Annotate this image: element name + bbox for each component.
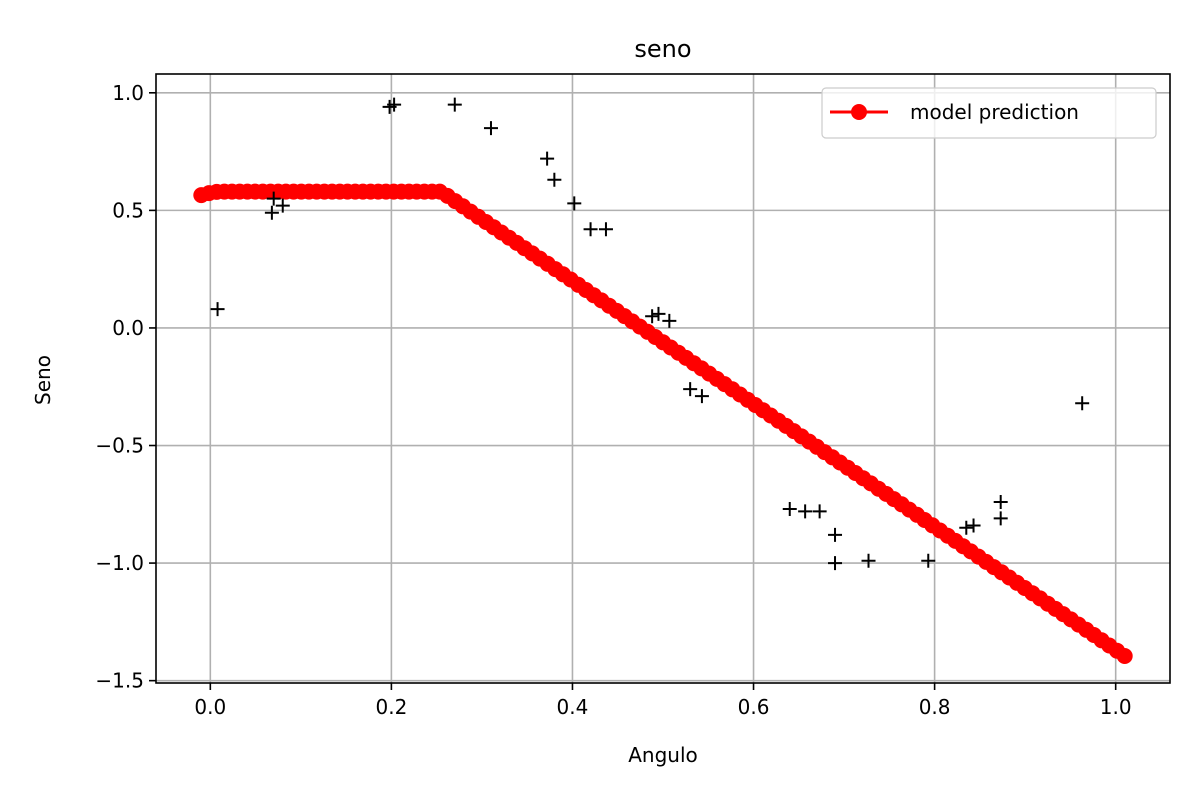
y-axis-ticks: −1.5 −1.0 −0.5 0.0 0.5 1.0: [95, 81, 156, 693]
sample-point: [540, 151, 555, 166]
x-axis-ticks: 0.0 0.2 0.4 0.6 0.8 1.0: [194, 683, 1132, 719]
sample-point: [993, 511, 1008, 526]
legend-marker: [851, 104, 867, 120]
sample-point: [812, 504, 827, 519]
model-prediction-point: [1116, 648, 1133, 664]
y-axis-label: Seno: [31, 355, 55, 405]
x-tick-label: 0.6: [738, 695, 770, 719]
sample-point: [583, 222, 598, 237]
x-axis-label: Angulo: [628, 743, 698, 767]
series-layer: [193, 97, 1133, 664]
sample-point: [266, 191, 281, 206]
sample-point: [861, 553, 876, 568]
grid: [156, 74, 1170, 683]
sample-point: [966, 518, 981, 533]
sample-point: [210, 302, 225, 317]
y-tick-label: −1.5: [95, 669, 144, 693]
y-tick-label: 1.0: [112, 81, 144, 105]
y-tick-label: 0.5: [112, 198, 144, 222]
chart-title: seno: [634, 35, 691, 63]
y-tick-label: −0.5: [95, 434, 144, 458]
sample-point: [828, 527, 843, 542]
sample-point: [828, 556, 843, 571]
sample-point: [993, 494, 1008, 509]
sample-point: [275, 198, 290, 213]
sample-point: [547, 172, 562, 187]
x-tick-label: 0.4: [557, 695, 589, 719]
y-tick-label: 0.0: [112, 316, 144, 340]
y-tick-label: −1.0: [95, 551, 144, 575]
x-tick-label: 1.0: [1100, 695, 1132, 719]
sample-point: [567, 196, 582, 211]
sample-point: [921, 553, 936, 568]
sample-point: [387, 97, 402, 112]
sample-point: [598, 222, 613, 237]
sample-point: [782, 502, 797, 516]
sample-point: [683, 382, 698, 397]
plot-frame: [155, 73, 1171, 684]
x-tick-label: 0.0: [194, 695, 226, 719]
sample-point: [651, 306, 666, 321]
sample-point: [959, 520, 974, 535]
legend: model prediction: [821, 87, 1157, 139]
sample-point: [694, 389, 709, 404]
legend-box: [821, 87, 1157, 139]
sample-point: [662, 313, 677, 328]
x-tick-label: 0.8: [919, 695, 951, 719]
sample-point: [264, 205, 279, 220]
legend-label: model prediction: [910, 100, 1079, 124]
sample-point: [447, 97, 462, 112]
sample-point: [1075, 396, 1090, 411]
sample-point: [645, 309, 660, 324]
x-tick-label: 0.2: [375, 695, 407, 719]
sample-point: [483, 121, 498, 136]
sample-point: [798, 504, 813, 519]
